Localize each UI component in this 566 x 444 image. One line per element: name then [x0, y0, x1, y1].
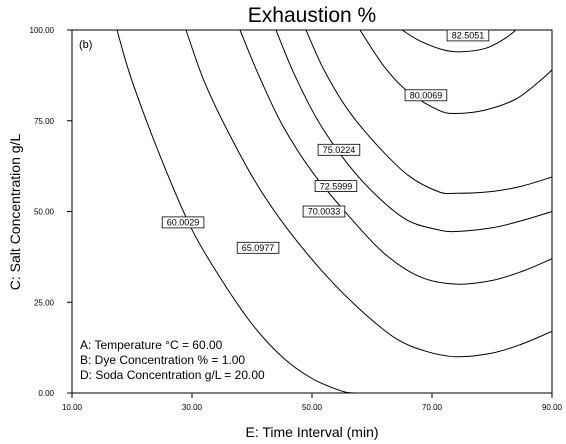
- contour-label-text: 72.5999: [320, 181, 353, 191]
- contour-label-text: 80.0069: [410, 91, 443, 101]
- contour-line-70-0033: [239, 30, 552, 285]
- contour-line-60-0029: [116, 30, 355, 393]
- contour-label-72-5999: 72.5999: [314, 180, 358, 193]
- contour-label-box: [302, 205, 346, 218]
- contour-label-65-0977: 65.0977: [236, 241, 280, 254]
- chart-title: Exhaustion %: [248, 4, 376, 27]
- contour-line-80-0069: [359, 30, 552, 115]
- contour-label-82-5051: 82.5051: [446, 29, 490, 42]
- contour-line-65-0977: [185, 30, 552, 358]
- annotation-temperature: A: Temperature °C = 60.00: [80, 338, 223, 352]
- y-tick-label: 25.00: [34, 298, 55, 307]
- contour-label-text: 60.0029: [167, 218, 200, 228]
- contour-label-70-0033: 70.0033: [302, 205, 346, 218]
- x-tick-label: 30.00: [182, 403, 203, 412]
- y-tick-label: 0.00: [38, 389, 54, 398]
- x-tick-label: 50.00: [302, 403, 323, 412]
- contour-label-box: [236, 241, 280, 254]
- contour-label-box: [404, 89, 448, 102]
- contour-label-80-0069: 80.0069: [404, 89, 448, 102]
- contour-label-text: 65.0977: [242, 243, 275, 253]
- contour-label-75-0224: 75.0224: [317, 143, 361, 156]
- x-tick-label: 70.00: [422, 403, 443, 412]
- contour-label-60-0029: 60.0029: [161, 216, 205, 229]
- y-axis-label: C: Salt Concentration g/L: [7, 134, 23, 291]
- y-tick-label: 100.00: [30, 26, 55, 35]
- contour-label-text: 82.5051: [452, 31, 485, 41]
- x-tick-label: 90.00: [542, 403, 563, 412]
- contour-line-82-5051: [401, 30, 517, 53]
- y-tick-label: 50.00: [34, 208, 55, 217]
- annotation-dye-concentration: B: Dye Concentration % = 1.00: [80, 353, 245, 367]
- x-axis-label: E: Time Interval (min): [245, 424, 378, 440]
- contour-line-72-5999: [275, 30, 552, 233]
- axis-ticks: 10.00 30.00 50.00 70.00 90.00 0.00 25.00 50.00 7…: [30, 26, 563, 412]
- contour-label-box: [446, 29, 490, 42]
- y-tick-label: 75.00: [34, 117, 55, 126]
- contour-label-box: [317, 143, 361, 156]
- contour-labels: 60.0029 65.0977 70.0033 72.5999 75.0224 80.00…: [161, 29, 490, 254]
- contour-label-text: 75.0224: [323, 145, 356, 155]
- contour-label-box: [161, 216, 205, 229]
- contour-label-box: [314, 180, 358, 193]
- panel-tag: (b): [79, 39, 92, 51]
- annotation-soda-concentration: D: Soda Concentration g/L = 20.00: [80, 368, 265, 382]
- contour-lines: [116, 30, 552, 393]
- contour-line-75-0224: [305, 30, 552, 195]
- x-tick-label: 10.00: [62, 403, 83, 412]
- contour-label-text: 70.0033: [308, 207, 341, 217]
